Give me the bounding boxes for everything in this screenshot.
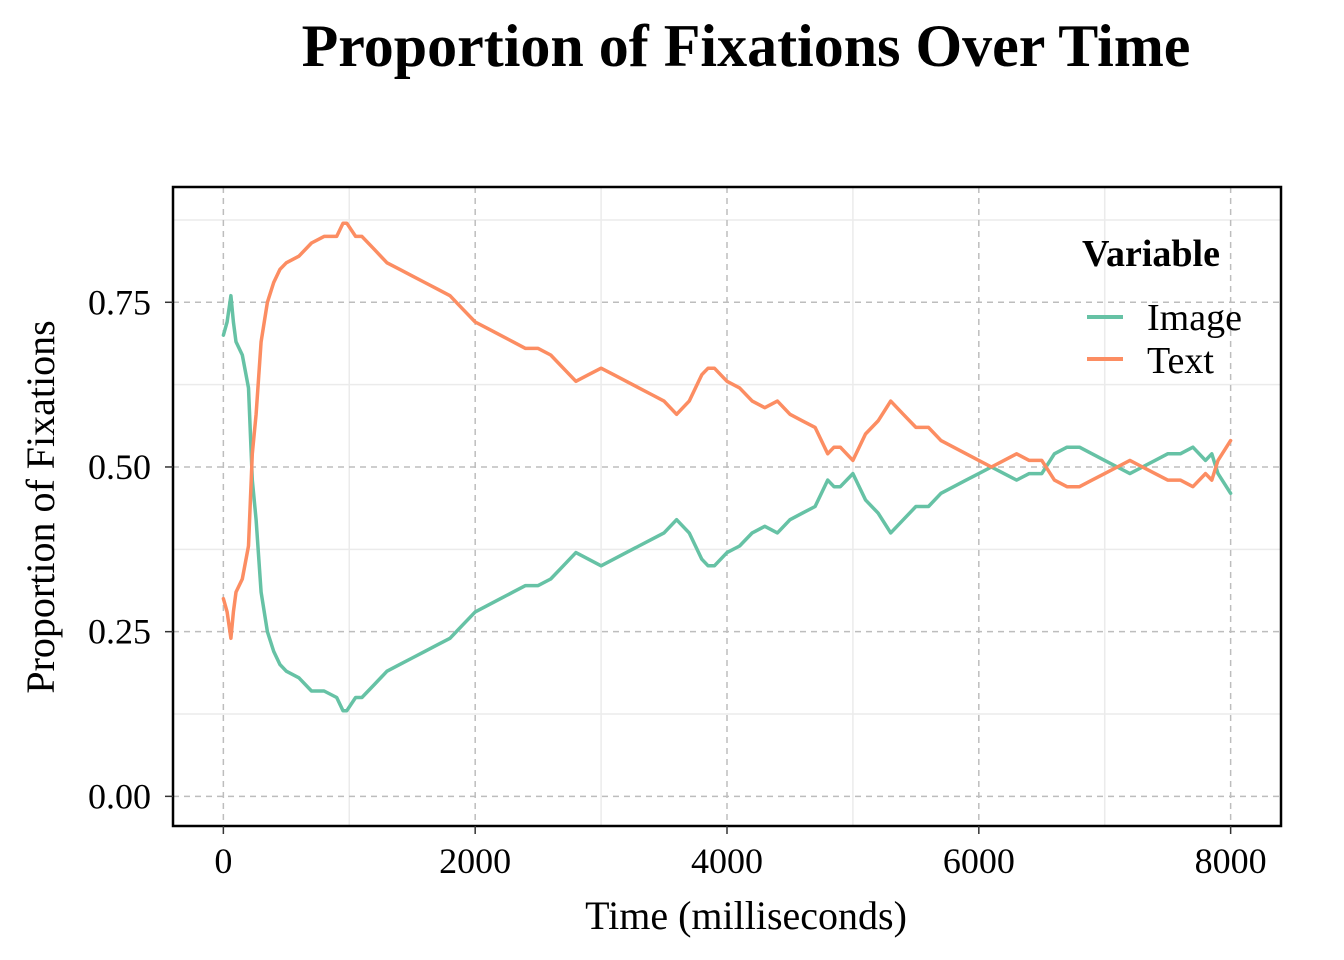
x-tick-label: 0 <box>214 841 232 881</box>
x-tick-label: 2000 <box>439 841 511 881</box>
data-lines <box>221 221 1233 713</box>
legend-title: Variable <box>1082 233 1220 275</box>
series-line-image <box>221 293 1233 713</box>
y-axis: 0.00 0.25 0.50 0.75 <box>88 282 173 816</box>
y-tick-label: 0.75 <box>88 282 151 322</box>
legend-label-text: Text <box>1147 340 1214 382</box>
legend: Variable Image Text <box>1082 233 1242 382</box>
y-axis-label: Proportion of Fixations <box>18 320 63 693</box>
y-tick-label: 0.25 <box>88 612 151 652</box>
x-tick-label: 8000 <box>1195 841 1267 881</box>
x-axis: 0 2000 4000 6000 8000 <box>214 826 1267 881</box>
y-tick-label: 0.00 <box>88 776 151 816</box>
series-line-text <box>221 221 1233 641</box>
grid-lines <box>173 187 1281 826</box>
x-axis-label: Time (milliseconds) <box>585 893 907 938</box>
legend-label-image: Image <box>1147 297 1242 339</box>
x-tick-label: 4000 <box>691 841 763 881</box>
y-tick-label: 0.50 <box>88 447 151 487</box>
x-tick-label: 6000 <box>943 841 1015 881</box>
chart-title: Proportion of Fixations Over Time <box>302 13 1191 79</box>
